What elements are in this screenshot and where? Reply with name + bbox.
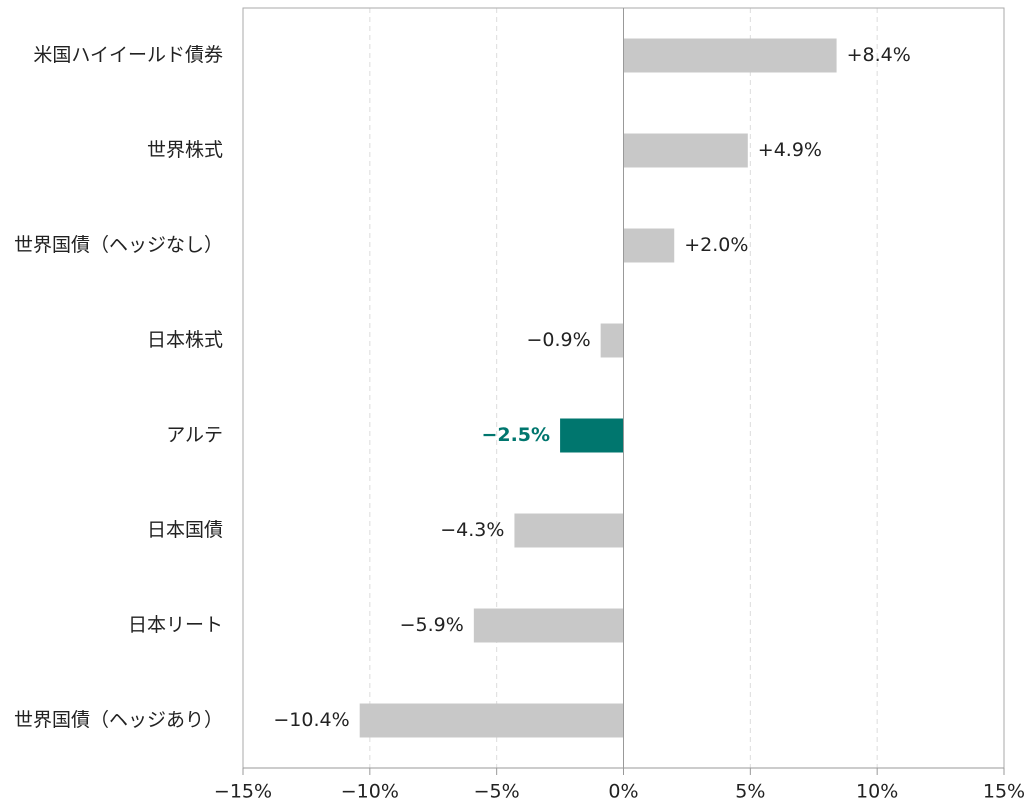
x-tick-label: −10% (341, 781, 399, 803)
bar (473, 608, 624, 643)
value-label: +8.4% (847, 44, 911, 66)
y-tick-label: 日本株式 (147, 329, 223, 351)
x-tick-label: −5% (474, 781, 520, 803)
y-tick-label: 米国ハイイールド債券 (33, 44, 223, 66)
x-tick-label: 15% (983, 781, 1025, 803)
x-tick-label: 5% (735, 781, 765, 803)
bar (560, 418, 624, 453)
bar (514, 513, 624, 548)
y-tick-label: 世界国債（ヘッジなし） (14, 234, 223, 256)
y-tick-label: 世界国債（ヘッジあり） (14, 709, 223, 731)
x-tick-label: −15% (214, 781, 272, 803)
y-tick-label: 世界株式 (147, 139, 223, 161)
value-label: −4.3% (440, 519, 504, 541)
bar (623, 133, 748, 168)
value-label: −2.5% (481, 424, 550, 446)
value-label: −5.9% (400, 614, 464, 636)
y-tick-label: アルテ (166, 424, 223, 446)
x-tick-label: 10% (856, 781, 898, 803)
y-tick-label: 日本国債 (147, 519, 223, 541)
value-label: −10.4% (273, 709, 349, 731)
bar (623, 38, 837, 73)
y-tick-label: 日本リート (128, 614, 223, 636)
bar (359, 703, 624, 738)
value-label: +4.9% (758, 139, 822, 161)
value-label: +2.0% (684, 234, 748, 256)
value-label: −0.9% (526, 329, 590, 351)
bar (600, 323, 624, 358)
x-tick-label: 0% (608, 781, 638, 803)
bar (623, 228, 675, 263)
